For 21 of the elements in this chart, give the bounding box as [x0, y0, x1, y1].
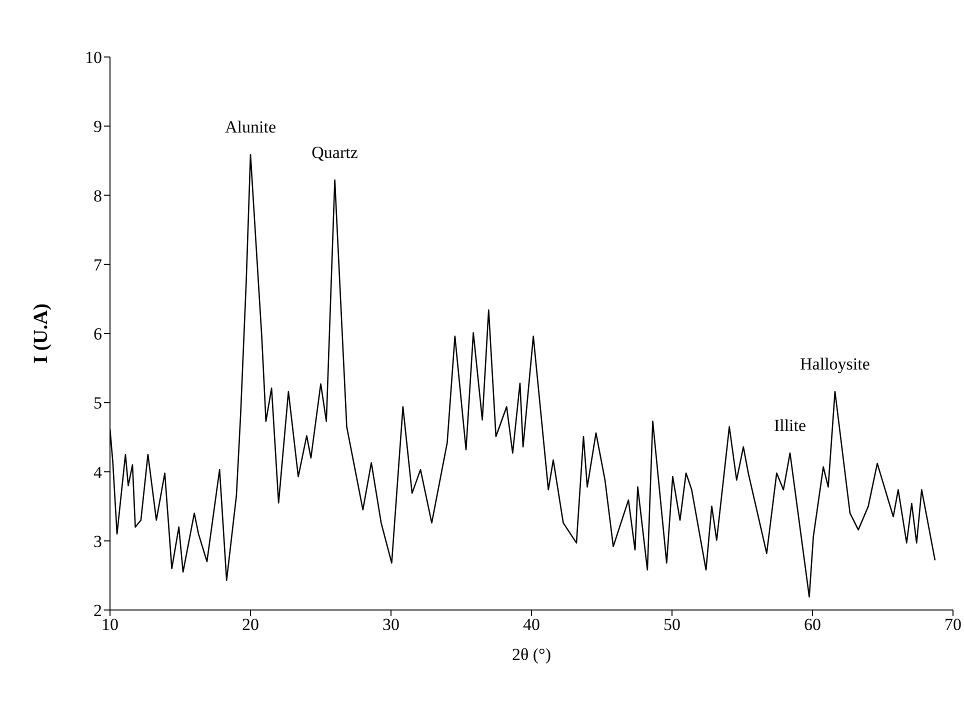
y-tick-label: 3 [94, 532, 102, 551]
x-tick-label: 50 [664, 615, 680, 634]
annotation: Alunite [225, 117, 276, 136]
y-tick-label: 4 [94, 462, 102, 482]
y-tick-label: 9 [94, 117, 102, 136]
x-tick-label: 20 [242, 615, 259, 634]
y-tick-label: 6 [94, 324, 102, 344]
y-tick-label: 7 [94, 255, 102, 274]
x-tick-label: 30 [382, 615, 400, 634]
x-axis-title: 2θ (°) [512, 645, 552, 664]
x-tick-label: 40 [523, 615, 540, 634]
x-tick-label: 60 [804, 615, 821, 634]
annotation: Quartz [312, 143, 358, 162]
y-tick-label: 8 [94, 186, 102, 206]
y-tick-label: 5 [94, 394, 102, 413]
y-axis-title: I (U.A) [30, 304, 52, 364]
annotation: Illite [774, 416, 806, 436]
y-tick-label: 10 [85, 48, 102, 68]
x-tick-label: 70 [944, 615, 962, 634]
y-tick-label: 2 [94, 601, 102, 620]
annotation: Halloysite [800, 354, 870, 374]
